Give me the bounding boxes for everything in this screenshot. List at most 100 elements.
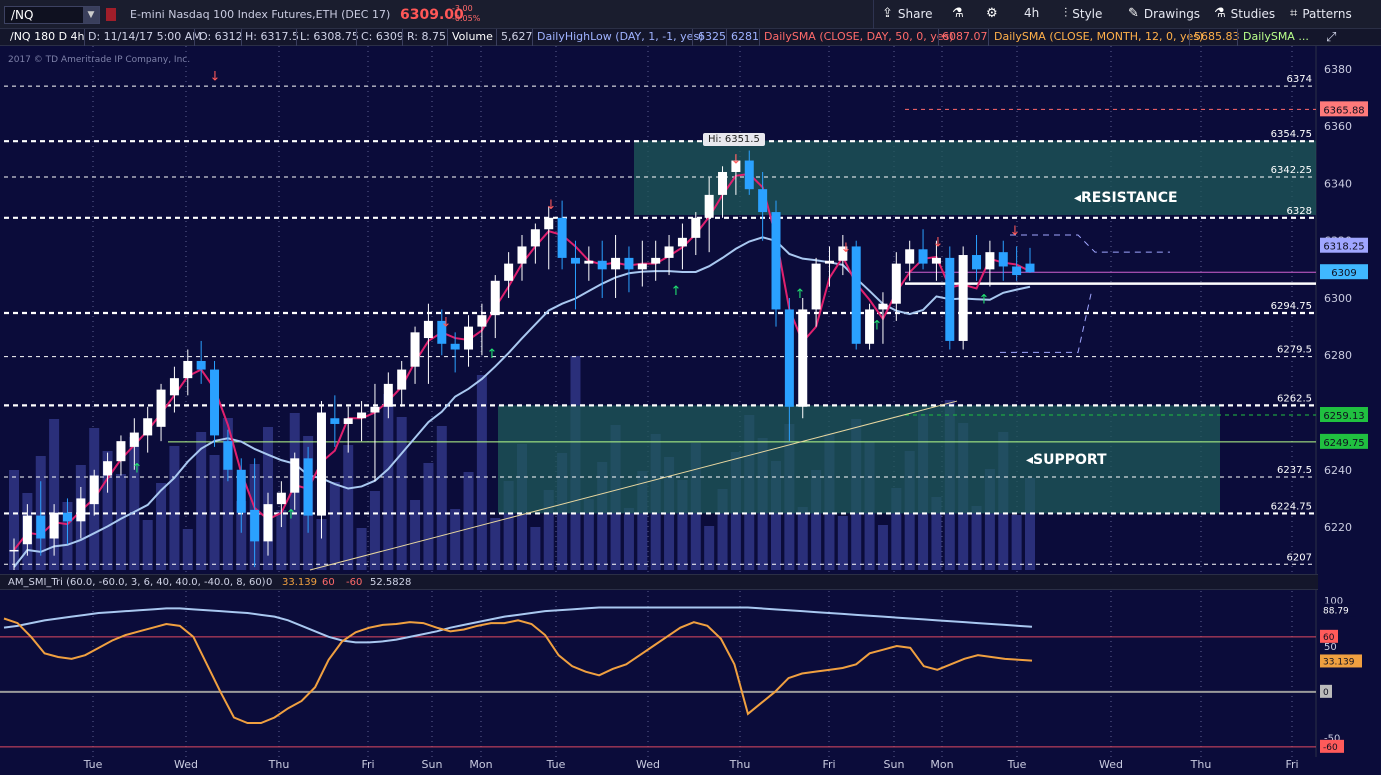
candle-body	[156, 389, 166, 427]
info-divider	[692, 29, 693, 46]
volume-bar	[771, 461, 781, 570]
top-toolbar: /NQ ▼ E-mini Nasdaq 100 Index Futures,ET…	[0, 0, 1381, 29]
volume-bar	[329, 482, 340, 570]
symbol-text: /NQ	[11, 8, 34, 22]
candle-body	[651, 257, 661, 264]
patterns-button[interactable]: ⌗ Patterns	[1290, 6, 1352, 21]
info-divider	[532, 29, 533, 46]
info-divider	[759, 29, 760, 46]
oscillator-value-3: -60	[346, 577, 363, 588]
time-axis-label: Wed	[636, 758, 660, 771]
settings-button[interactable]: ⚙	[986, 6, 998, 21]
candle-body	[530, 229, 540, 247]
candle-body	[397, 369, 407, 390]
candle-body	[490, 280, 500, 316]
candle-body	[196, 360, 206, 370]
volume-bar	[142, 520, 153, 570]
candle-body	[22, 515, 32, 545]
key-level-label: 6328	[1287, 206, 1312, 217]
sma-month-label[interactable]: DailySMA (CLOSE, MONTH, 12, 0, yes)	[994, 30, 1204, 43]
osc-tag-label: 33.139	[1323, 657, 1355, 667]
price-tick-label: 6360	[1324, 120, 1352, 133]
candle-body	[704, 194, 714, 218]
candle-body	[1025, 263, 1035, 273]
volume-bar	[1025, 478, 1035, 570]
drawings-button[interactable]: ✎ Drawings	[1128, 6, 1200, 21]
oscillator-name[interactable]: AM_SMI_Tri (60.0, -60.0, 3, 6, 40, 40.0,…	[8, 577, 266, 588]
left-arrow-icon: ◂	[1026, 452, 1034, 468]
candle-body	[370, 406, 380, 413]
candle-body	[784, 309, 794, 407]
timeframe-button[interactable]: 4h	[1024, 6, 1039, 20]
volume-bar	[530, 527, 541, 570]
candle-body	[290, 458, 300, 493]
candle-body	[998, 252, 1008, 267]
dhl-study-label[interactable]: DailyHighLow (DAY, 1, -1, yes)	[537, 30, 704, 43]
buy-signal-arrow: ↑	[795, 287, 806, 302]
key-level-label: 6342.25	[1271, 165, 1312, 176]
last-price: 6309.00	[400, 7, 464, 23]
price-tick-label: 6280	[1324, 349, 1352, 362]
price-tag	[1320, 407, 1368, 423]
candle-body	[236, 469, 246, 513]
share-label: Share	[897, 6, 933, 21]
studies-button[interactable]: ⚗ Studies	[1214, 6, 1275, 21]
info-divider	[988, 29, 989, 46]
candle-body	[637, 263, 647, 270]
key-level-label: 6374	[1287, 74, 1312, 85]
flask-button[interactable]: ⚗	[952, 6, 964, 21]
expand-icon[interactable]: ⤢	[1326, 30, 1337, 45]
sma-more-label[interactable]: DailySMA ...	[1243, 30, 1309, 43]
key-level-label: 6294.75	[1271, 301, 1312, 312]
volume-bar	[115, 474, 126, 570]
osc-tick-label: 50	[1324, 642, 1337, 653]
volume-bar	[156, 483, 167, 570]
volume-bar	[717, 489, 728, 570]
price-tick-label: 6380	[1324, 63, 1352, 76]
time-axis-label: Fri	[361, 758, 375, 771]
candle-body	[103, 461, 113, 476]
flask-icon: ⚗	[952, 6, 964, 21]
high-marker-label: Hi: 6351.5	[703, 133, 765, 146]
chevron-down-icon[interactable]: ▼	[83, 7, 99, 23]
volume-bar	[811, 470, 822, 570]
symbol-selector[interactable]: /NQ ▼	[4, 6, 100, 24]
candle-body	[664, 246, 674, 258]
left-arrow-icon: ◂	[1074, 190, 1082, 206]
support-text: SUPPORT	[1033, 452, 1107, 468]
volume-bar	[450, 509, 461, 570]
oscillator-info-bar: AM_SMI_Tri (60.0, -60.0, 3, 6, 40, 40.0,…	[0, 574, 1318, 590]
candle-body	[504, 263, 514, 281]
candle-body	[544, 217, 554, 230]
candle-body	[183, 360, 193, 379]
price-tag	[1320, 264, 1368, 280]
volume-bar	[102, 451, 113, 570]
volume-bar	[476, 375, 487, 570]
sell-signal-arrow: ↓	[210, 69, 221, 84]
flag-icon[interactable]	[106, 8, 116, 21]
share-button[interactable]: ⇪ Share	[882, 6, 933, 21]
drawings-label: Drawings	[1143, 6, 1201, 21]
sma-day-label[interactable]: DailySMA (CLOSE, DAY, 50, 0, yes)	[764, 30, 954, 43]
volume-label[interactable]: Volume	[452, 30, 493, 43]
patterns-icon: ⌗	[1290, 6, 1298, 21]
info-divider	[1237, 29, 1238, 46]
candle-body	[557, 217, 567, 258]
time-axis-label: Mon	[930, 758, 954, 771]
osc-tag	[1320, 684, 1332, 698]
candle-body	[250, 509, 260, 542]
candle-body	[744, 160, 754, 190]
price-tag-label: 6318.25	[1323, 242, 1364, 253]
key-level-label: 6354.75	[1271, 129, 1312, 140]
key-level-label: 6279.5	[1277, 345, 1312, 356]
volume-bar	[543, 490, 554, 570]
candle-body	[303, 458, 313, 516]
time-axis-label: Mon	[469, 758, 493, 771]
info-divider	[356, 29, 357, 46]
candle-body	[718, 171, 728, 195]
candle-body	[824, 260, 834, 264]
candle-body	[1012, 266, 1022, 276]
style-button[interactable]: ⫶ Style	[1064, 6, 1102, 21]
price-chart[interactable]: 6374 6354.75 6342.25 6328 6294.75 6279.5 6262.…	[0, 46, 1381, 757]
volume-bar	[129, 437, 140, 570]
